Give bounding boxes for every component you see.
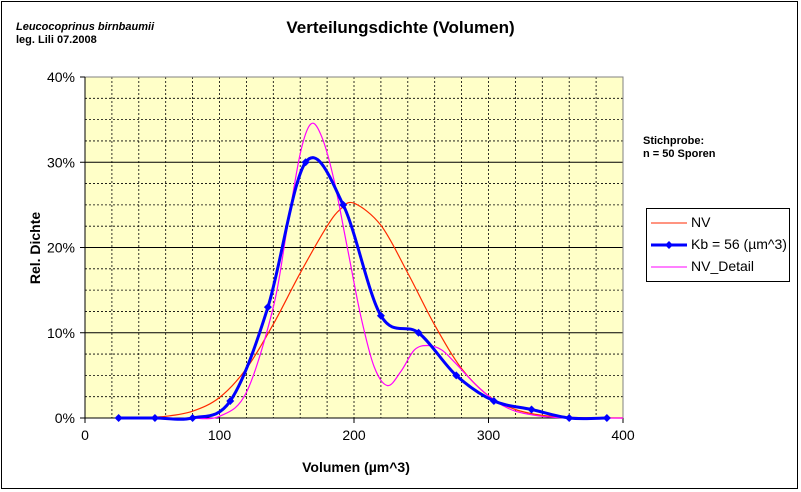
legend-label-nv: NV: [691, 214, 711, 230]
data-point: [150, 414, 159, 422]
legend: NV Kb = 56 (µm^3) NV_Detail: [646, 208, 790, 282]
series-nv-line: [138, 201, 624, 419]
legend-swatch-nv: [651, 222, 687, 224]
legend-label-kb: Kb = 56 (µm^3): [691, 236, 787, 252]
species-annotation: Leucocoprinus birnbaumii leg. Lili 07.20…: [16, 21, 154, 47]
data-point: [527, 405, 536, 414]
legend-swatch-kb: [651, 241, 687, 249]
data-point: [339, 200, 348, 209]
chart-title: Verteilungsdichte (Volumen): [286, 18, 515, 37]
data-point: [226, 396, 235, 405]
y-tick-label: 30%: [47, 154, 75, 170]
sample-annotation: Stichprobe: n = 50 Sporen: [643, 135, 715, 161]
collector-note: leg. Lili 07.2008: [16, 34, 97, 46]
data-point: [452, 371, 461, 380]
x-tick-label: 0: [81, 427, 89, 443]
series-layer: [114, 122, 624, 422]
x-axis-label: Volumen (µm^3): [302, 459, 410, 475]
data-point: [489, 396, 498, 405]
y-tick-label: 20%: [47, 240, 75, 256]
data-point: [565, 414, 574, 422]
legend-item-nv: NV: [647, 213, 787, 233]
y-tick-label: 0%: [55, 410, 75, 426]
data-point: [301, 158, 310, 167]
data-point: [376, 311, 385, 320]
major-gridlines: [85, 161, 623, 334]
species-name: Leucocoprinus birnbaumii: [16, 21, 155, 33]
data-point: [114, 414, 123, 422]
series-kb-line: [118, 156, 607, 421]
y-tick-label: 10%: [47, 325, 75, 341]
data-point: [263, 303, 272, 312]
legend-item-nv-detail: NV_Detail: [647, 257, 787, 277]
x-tick-label: 100: [208, 427, 232, 443]
data-point: [188, 414, 197, 422]
sample-size: n = 50 Sporen: [643, 148, 716, 160]
x-tick-label: 200: [342, 427, 366, 443]
data-point: [414, 328, 423, 337]
tick-labels: 0 100 200 300 400 0% 10% 20% 30% 40%: [47, 69, 635, 443]
y-tick-label: 40%: [47, 69, 75, 85]
sample-label: Stichprobe:: [643, 135, 705, 147]
legend-swatch-nv-detail: [651, 266, 687, 268]
data-point: [602, 414, 611, 422]
x-tick-label: 400: [611, 427, 635, 443]
y-axis-label: Rel. Dichte: [27, 212, 43, 285]
x-tick-label: 300: [477, 427, 501, 443]
legend-label-nv-detail: NV_Detail: [691, 258, 755, 274]
legend-item-kb: Kb = 56 (µm^3): [647, 235, 787, 255]
minor-gridlines: [85, 77, 623, 418]
